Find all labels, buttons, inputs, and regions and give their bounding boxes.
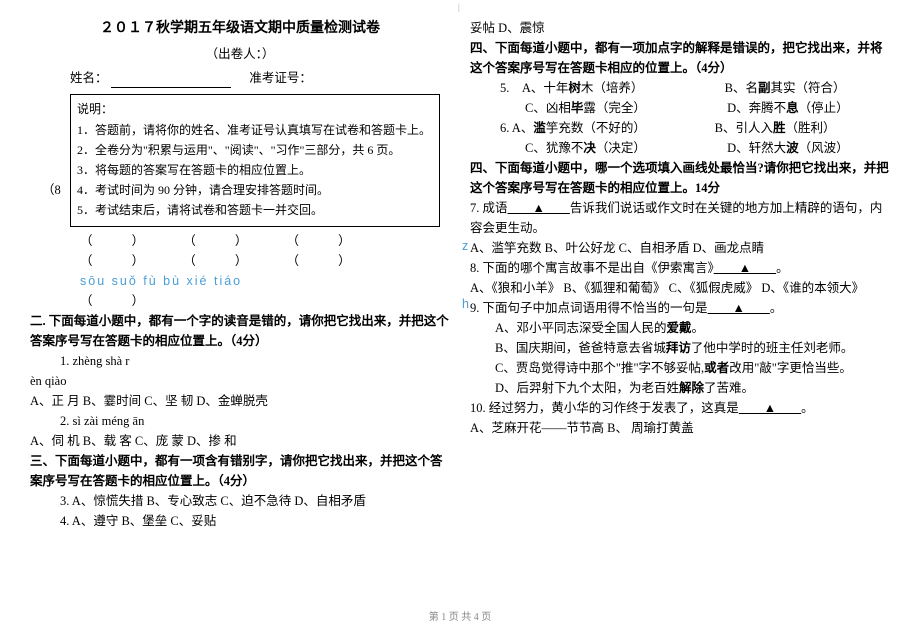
q1-line: 1. zhèng shà r bbox=[60, 351, 450, 371]
q9c: C、贾岛觉得诗中那个"推"字不够妥帖,或者改用"敲"字更恰当些。 bbox=[470, 358, 890, 378]
section2-heading: 二. 下面每道小题中，都有一个字的读音是错的，请你把它找出来，并把这个答案序号写… bbox=[30, 311, 450, 351]
side-marker-8: （8 bbox=[42, 180, 61, 200]
page-body: ２０１７秋学期五年级语文期中质量检测试卷 （出卷人：） 姓名： 准考证号： 说明… bbox=[0, 0, 920, 531]
exam-title: ２０１７秋学期五年级语文期中质量检测试卷 bbox=[30, 18, 450, 40]
q6-line2: C、犹豫不决（决定） D、轩然大波（风波） bbox=[500, 138, 890, 158]
instructions-box: 说明： 1．答题前，请将你的姓名、准考证号认真填写在试卷和答题卡上。 2．全卷分… bbox=[70, 94, 440, 226]
q9d: D、后羿射下九个太阳，为老百姓解除了苦难。 bbox=[470, 378, 890, 398]
paren-row: （ ） （ ） （ ） bbox=[80, 231, 450, 251]
q3-options: 3. A、惊慌失措 B、专心致志 C、迫不急待 D、自相矛盾 bbox=[60, 491, 450, 511]
box-item: 5．考试结束后，请将试卷和答题卡一并交回。 bbox=[77, 201, 433, 220]
paren-row: （ ） （ ） （ ） bbox=[80, 251, 450, 271]
name-line: 姓名： 准考证号： bbox=[70, 68, 450, 88]
q8-text: 8. 下面的哪个寓言故事不是出自《伊索寓言》 ▲ 。 bbox=[470, 258, 890, 278]
name-label: 姓名： bbox=[70, 71, 108, 85]
author-line: （出卷人：） bbox=[30, 44, 450, 64]
side-marker-z: z bbox=[462, 236, 468, 256]
q5-line2: C、凶相毕露（完全） D、奔腾不息（停止） bbox=[500, 98, 890, 118]
section4a-heading: 四、下面每道小题中，都有一项加点字的解释是错误的，把它找出来，并将这个答案序号写… bbox=[470, 38, 890, 78]
q6-line1: 6. A、滥竽充数（不好的） B、引人入胜（胜利） bbox=[500, 118, 890, 138]
box-item: 1．答题前，请将你的姓名、准考证号认真填写在试卷和答题卡上。 bbox=[77, 121, 433, 140]
q9a: A、邓小平同志深受全国人民的爱戴。 bbox=[470, 318, 890, 338]
q9-text: 9. 下面句子中加点词语用得不恰当的一句是 ▲ 。 bbox=[470, 298, 890, 318]
q7-text: 7. 成语 ▲ 告诉我们说话或作文时在关键的地方加上精辟的语句，内容会更生动。 bbox=[470, 198, 890, 238]
q8-options: A、《狼和小羊》 B、《狐狸和葡萄》 C、《狐假虎威》 D、《谁的本领大》 bbox=[470, 278, 890, 298]
top-continuation: 妥帖 D、震惊 bbox=[470, 18, 890, 38]
right-column: 妥帖 D、震惊 四、下面每道小题中，都有一项加点字的解释是错误的，把它找出来，并… bbox=[460, 18, 890, 531]
examno-label: 准考证号： bbox=[249, 71, 312, 85]
page-footer: 第 1 页 共 4 页 bbox=[0, 610, 920, 626]
section3-heading: 三、下面每道小题中，都有一项含有错别字，请你把它找出来，并把这个答案序号写在答题… bbox=[30, 451, 450, 491]
pinyin-row: sōu suǒ fù bù xié tiáo bbox=[80, 271, 450, 291]
name-blank[interactable] bbox=[111, 87, 231, 88]
q5-line1: 5. A、十年树木（培养） B、名副其实（符合） bbox=[500, 78, 890, 98]
paren-row: （ ） bbox=[80, 291, 450, 311]
q4-options: 4. A、遵守 B、堡垒 C、妥贴 bbox=[60, 511, 450, 531]
box-title: 说明： bbox=[77, 100, 433, 119]
section4b-heading: 四、下面每道小题中，哪一个选项填入画线处最恰当?请你把它找出来，并把这个答案序号… bbox=[470, 158, 890, 198]
q2-line: 2. sì zài méng ān bbox=[60, 411, 450, 431]
box-item: 3．将每题的答案写在答题卡的相应位置上。 bbox=[77, 161, 433, 180]
q10-options: A、芝麻开花——节节高 B、 周瑜打黄盖 bbox=[470, 418, 890, 438]
q2-options: A、伺 机 B、载 客 C、庞 蒙 D、掺 和 bbox=[30, 431, 450, 451]
q1-tail: èn qiào bbox=[30, 371, 450, 391]
q1-options: A、正 月 B、霎时间 C、坚 韧 D、金蝉脱壳 bbox=[30, 391, 450, 411]
q10-text: 10. 经过努力，黄小华的习作终于发表了，这真是 ▲ 。 bbox=[470, 398, 890, 418]
top-mark: | bbox=[458, 0, 460, 14]
side-marker-h: h bbox=[462, 294, 469, 314]
left-column: ２０１７秋学期五年级语文期中质量检测试卷 （出卷人：） 姓名： 准考证号： 说明… bbox=[30, 18, 460, 531]
box-item: 4．考试时间为 90 分钟，请合理安排答题时间。 bbox=[77, 181, 433, 200]
q9b: B、国庆期间，爸爸特意去省城拜访了他中学时的班主任刘老师。 bbox=[470, 338, 890, 358]
q7-options: A、滥竽充数 B、叶公好龙 C、自相矛盾 D、画龙点睛 bbox=[470, 238, 890, 258]
box-item: 2．全卷分为"积累与运用"、"阅读"、"习作"三部分，共 6 页。 bbox=[77, 141, 433, 160]
